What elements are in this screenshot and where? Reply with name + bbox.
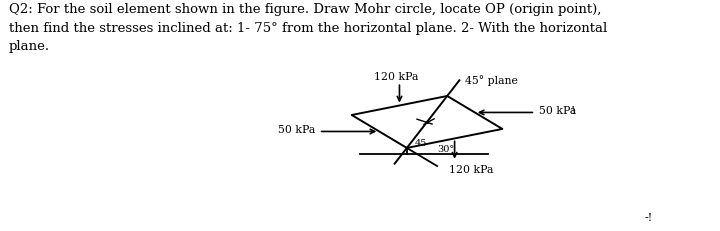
- Text: 45: 45: [415, 138, 427, 147]
- Text: 30°: 30°: [437, 144, 454, 153]
- Text: 120 kPa: 120 kPa: [449, 164, 494, 174]
- Text: 50 kPa: 50 kPa: [278, 125, 315, 135]
- Text: !: !: [570, 106, 575, 116]
- Text: 50 kPa: 50 kPa: [539, 106, 576, 116]
- Text: 45° plane: 45° plane: [465, 74, 518, 85]
- Text: 120 kPa: 120 kPa: [374, 72, 418, 82]
- Text: -!: -!: [645, 212, 653, 222]
- Text: Q2: For the soil element shown in the figure. Draw Mohr circle, locate OP (origi: Q2: For the soil element shown in the fi…: [9, 3, 607, 53]
